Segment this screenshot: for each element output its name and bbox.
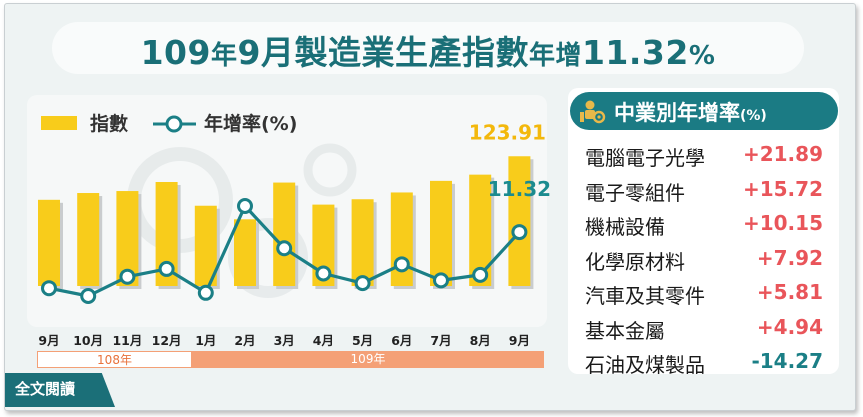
sector-growth-value: +5.81 [756, 280, 823, 304]
growth-point [511, 224, 528, 241]
sector-name: 電腦電子光學 [585, 146, 705, 170]
bar-series [38, 156, 534, 289]
growth-point [354, 275, 371, 292]
page-title: 109年9月製造業生產指數年增11.32% [140, 33, 716, 72]
x-tick-label: 7月 [430, 333, 451, 348]
legend-line-marker [165, 115, 183, 133]
full-text-button[interactable]: 全文閱讀 [5, 373, 115, 407]
legend-index-label: 指數 [90, 113, 128, 135]
factory-worker-gear-icon [580, 100, 606, 124]
sector-growth-value: +4.94 [756, 314, 823, 339]
x-tick-label: 4月 [313, 333, 334, 348]
sector-name: 化學原材料 [585, 249, 685, 274]
growth-point [41, 280, 57, 297]
x-tick-label: 2月 [234, 333, 255, 348]
sector-row: 汽車及其零件 +5.81 [585, 280, 823, 310]
index-bar [194, 205, 217, 286]
last-growth-value-label: 11.32 [488, 177, 551, 201]
index-bar [430, 180, 452, 286]
chart-legend: 指數 年增率(%) [41, 112, 297, 135]
sector-growth-value: +10.15 [742, 211, 823, 235]
sector-growth-value: +15.72 [742, 176, 823, 201]
sector-row: 電腦電子光學 +21.89 [585, 142, 823, 172]
sector-growth-value: -14.27 [751, 349, 823, 373]
index-bar [77, 193, 100, 286]
x-tick-label: 1月 [195, 333, 216, 348]
sector-row: 電子零組件 +15.72 [585, 177, 823, 207]
growth-point [158, 260, 175, 277]
growth-point [80, 288, 97, 304]
sector-name: 汽車及其零件 [585, 284, 705, 308]
x-tick-label: 5月 [352, 333, 373, 348]
index-bar [273, 182, 296, 286]
growth-point [119, 268, 136, 285]
growth-point [197, 284, 214, 301]
growth-point [237, 198, 253, 214]
year-group-109: 109年 [192, 351, 544, 368]
growth-point [315, 265, 332, 282]
x-tick-label: 9月 [509, 333, 530, 348]
growth-point [276, 240, 293, 257]
x-tick-label: 6月 [391, 333, 412, 348]
sector-name: 基本金屬 [585, 318, 665, 343]
x-axis-ticks: 9月 10月 11月 12月 1月 2月 3月 4月 5月 6月 7月 8月 9月 [38, 333, 530, 348]
sector-row: 基本金屬 +4.94 [585, 315, 823, 345]
growth-point [472, 266, 489, 283]
x-tick-label: 3月 [274, 333, 295, 348]
index-bar [116, 191, 139, 286]
growth-line-series [41, 198, 528, 304]
x-tick-label: 12月 [152, 333, 182, 348]
year-group-108: 108年 [37, 351, 192, 368]
sector-panel-title: 中業別年增率(%) [614, 101, 767, 125]
x-tick-label: 11月 [112, 333, 142, 348]
index-bar [312, 204, 335, 286]
sector-row: 機械設備 +10.15 [585, 211, 823, 241]
index-bar [469, 174, 492, 286]
sector-growth-value: +21.89 [742, 142, 823, 166]
sector-growth-value: +7.92 [756, 245, 823, 270]
index-bar [155, 182, 178, 286]
x-tick-label: 10月 [73, 333, 103, 348]
growth-point [433, 272, 449, 289]
index-bar [351, 199, 374, 286]
sector-row: 石油及煤製品 -14.27 [585, 349, 823, 379]
sector-name: 機械設備 [585, 215, 665, 239]
legend-growth-label: 年增率(%) [204, 112, 297, 135]
growth-point [393, 256, 410, 273]
index-bar [38, 199, 60, 286]
sector-row: 化學原材料 +7.92 [585, 246, 823, 276]
title-banner [52, 22, 804, 74]
sector-name: 石油及煤製品 [585, 353, 705, 377]
index-bar [234, 219, 256, 286]
sector-panel [568, 88, 839, 374]
sector-panel-header [570, 92, 838, 130]
sector-name: 電子零組件 [585, 180, 685, 205]
legend-bar-swatch [41, 116, 77, 130]
last-bar-value-label: 123.91 [469, 120, 546, 144]
x-tick-label: 8月 [470, 333, 491, 348]
index-bar [508, 156, 531, 286]
x-tick-label: 9月 [38, 333, 59, 348]
